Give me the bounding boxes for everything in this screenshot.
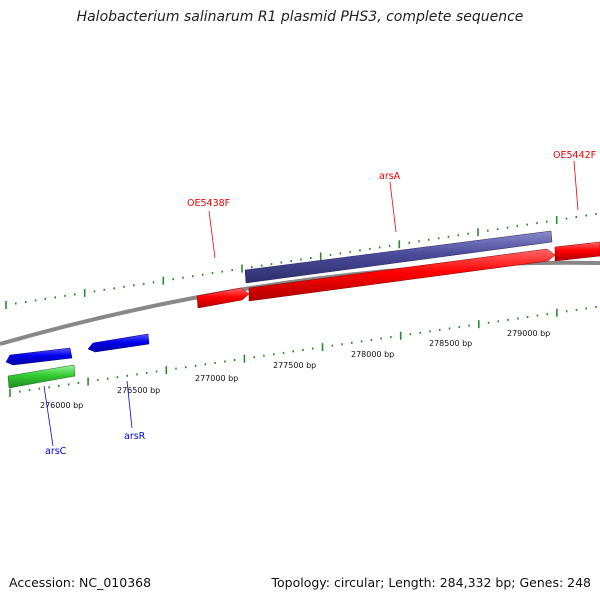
coordinate-labels: 276000 bp 276500 bp 277000 bp 277500 bp … [40,329,550,410]
coordinate-label: 277500 bp [273,361,316,370]
tick-track-inner [9,306,597,397]
gene-arsA-cds[interactable] [248,248,556,302]
coordinate-label: 276500 bp [117,386,160,395]
coordinate-label: 278500 bp [429,339,472,348]
gene-arsC-cds[interactable] [5,347,73,366]
label-leader-OE5438F [208,210,216,259]
coordinate-label: 279000 bp [507,329,550,338]
gene-OE5442F-cds[interactable] [554,241,600,262]
gene-OE5438F-cds[interactable] [196,287,250,309]
gene-label-OE5438F: OE5438F [187,198,230,209]
coordinate-label: 276000 bp [40,401,83,410]
gene-label-OE5442F: OE5442F [553,150,596,161]
tick-track-outer [5,213,597,309]
coordinate-label: 277000 bp [195,374,238,383]
gene-label-arsA: arsA [379,171,401,182]
gene-arsR-cds[interactable] [87,333,150,353]
map-title: Halobacterium salinarum R1 plasmid PHS3,… [76,9,524,25]
label-leader-arsA [389,181,397,233]
label-leader-OE5442F [573,160,579,211]
gene-label-arsR: arsR [124,431,146,442]
gene-label-arsC: arsC [45,446,67,457]
coordinate-label: 278000 bp [351,350,394,359]
gene-arsC-gene[interactable] [7,364,76,389]
label-leader-arsR [126,380,133,429]
label-leader-arsC [43,385,54,447]
gene-arsA-gene[interactable] [244,230,553,284]
accession-text: Accession: NC_010368 [9,575,152,590]
topology-text: Topology: circular; Length: 284,332 bp; … [271,575,592,590]
